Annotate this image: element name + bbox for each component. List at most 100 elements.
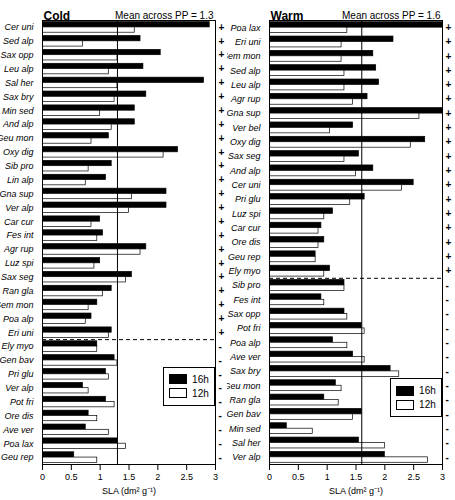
svg-text:-: - [446, 437, 449, 448]
svg-text:+: + [219, 119, 225, 130]
svg-text:Leu alp: Leu alp [231, 80, 261, 90]
svg-text:Sib pro: Sib pro [232, 280, 261, 290]
svg-text:Ran gla: Ran gla [2, 286, 33, 296]
svg-text:+: + [219, 133, 225, 144]
svg-text:+: + [219, 299, 225, 310]
svg-text:+: + [446, 194, 452, 205]
svg-text:Agr rup: Agr rup [230, 94, 261, 104]
svg-text:Sax seg: Sax seg [1, 272, 34, 282]
svg-text:Cer uni: Cer uni [4, 22, 34, 32]
svg-text:Gna sup: Gna sup [227, 108, 261, 118]
svg-text:-: - [446, 294, 449, 305]
svg-text:Ver alp: Ver alp [232, 452, 260, 462]
svg-text:-: - [446, 423, 449, 434]
svg-text:Ely myo: Ely myo [1, 341, 33, 351]
svg-text:2: 2 [155, 472, 160, 482]
svg-text:Mean across PP = 1.3: Mean across PP = 1.3 [115, 10, 214, 21]
svg-text:Agr rup: Agr rup [3, 244, 34, 254]
svg-text:+: + [219, 258, 225, 269]
svg-text:+: + [446, 165, 452, 176]
svg-text:Gen bav: Gen bav [227, 409, 261, 419]
svg-text:Geu mon: Geu mon [227, 381, 261, 391]
svg-text:Min sed: Min sed [229, 424, 262, 434]
svg-text:Gen bav: Gen bav [0, 355, 34, 365]
svg-text:Sem mon: Sem mon [0, 300, 34, 310]
svg-text:-: - [219, 410, 222, 421]
svg-text:3: 3 [213, 472, 218, 482]
svg-text:+: + [219, 244, 225, 255]
svg-text:Fes int: Fes int [233, 295, 261, 305]
svg-text:2: 2 [382, 472, 387, 482]
svg-text:+: + [219, 230, 225, 241]
svg-text:+: + [219, 327, 225, 338]
svg-text:+: + [219, 49, 225, 60]
svg-text:Car cur: Car cur [4, 217, 35, 227]
svg-text:+: + [219, 188, 225, 199]
svg-text:+: + [219, 63, 225, 74]
svg-text:0: 0 [40, 472, 45, 482]
svg-text:-: - [446, 380, 449, 391]
svg-text:Min sed: Min sed [2, 106, 35, 116]
svg-text:+: + [446, 65, 452, 76]
svg-text:Luz spi: Luz spi [232, 209, 262, 219]
svg-text:Pot fri: Pot fri [10, 397, 35, 407]
svg-text:SLA (dm² g⁻¹): SLA (dm² g⁻¹) [102, 486, 156, 496]
svg-text:+: + [446, 93, 452, 104]
svg-text:And alp: And alp [2, 119, 34, 129]
svg-text:+: + [446, 136, 452, 147]
svg-text:-: - [219, 355, 222, 366]
svg-text:+: + [219, 105, 225, 116]
svg-text:Geu rep: Geu rep [228, 252, 261, 262]
svg-text:Pot fri: Pot fri [237, 323, 262, 333]
svg-text:+: + [446, 251, 452, 262]
svg-text:Geu rep: Geu rep [1, 452, 34, 462]
svg-text:-: - [446, 452, 449, 463]
svg-text:+: + [219, 271, 225, 282]
svg-text:Ave ver: Ave ver [229, 352, 261, 362]
svg-text:+: + [446, 79, 452, 90]
svg-text:+: + [446, 237, 452, 248]
svg-text:+: + [446, 265, 452, 276]
svg-text:Sem mon: Sem mon [227, 51, 261, 61]
svg-text:+: + [219, 216, 225, 227]
svg-text:-: - [446, 366, 449, 377]
svg-text:+: + [446, 51, 452, 62]
svg-text:+: + [219, 202, 225, 213]
svg-text:+: + [446, 122, 452, 133]
svg-text:-: - [446, 280, 449, 291]
svg-text:Ver alp: Ver alp [5, 203, 33, 213]
svg-text:0.5: 0.5 [65, 472, 78, 482]
svg-text:3: 3 [440, 472, 445, 482]
svg-text:1.5: 1.5 [123, 472, 136, 482]
svg-text:+: + [219, 36, 225, 47]
svg-text:Ver bel: Ver bel [232, 123, 261, 133]
svg-text:Car cur: Car cur [231, 223, 262, 233]
svg-text:-: - [219, 438, 222, 449]
svg-text:-: - [446, 308, 449, 319]
svg-text:Sib pro: Sib pro [5, 161, 34, 171]
svg-text:-: - [219, 396, 222, 407]
svg-text:Eri uni: Eri uni [235, 37, 262, 47]
svg-text:Pri glu: Pri glu [8, 369, 34, 379]
svg-text:-: - [219, 382, 222, 393]
svg-text:+: + [446, 179, 452, 190]
svg-text:-: - [219, 369, 222, 380]
svg-text:-: - [446, 394, 449, 405]
svg-text:Fes int: Fes int [6, 230, 34, 240]
svg-text:+: + [446, 208, 452, 219]
svg-text:+: + [446, 36, 452, 47]
svg-text:+: + [446, 151, 452, 162]
svg-text:+: + [219, 174, 225, 185]
svg-text:2.5: 2.5 [407, 472, 420, 482]
svg-text:Sax opp: Sax opp [227, 309, 260, 319]
svg-text:Lin alp: Lin alp [7, 175, 34, 185]
svg-text:+: + [219, 22, 225, 33]
svg-text:Sed alp: Sed alp [230, 66, 261, 76]
svg-text:Ely myo: Ely myo [228, 266, 260, 276]
svg-text:-: - [219, 341, 222, 352]
svg-text:Eri uni: Eri uni [8, 328, 35, 338]
svg-text:1: 1 [325, 472, 330, 482]
svg-text:Poa alp: Poa alp [230, 338, 261, 348]
svg-text:-: - [446, 351, 449, 362]
svg-text:Poa lax: Poa lax [230, 23, 261, 33]
